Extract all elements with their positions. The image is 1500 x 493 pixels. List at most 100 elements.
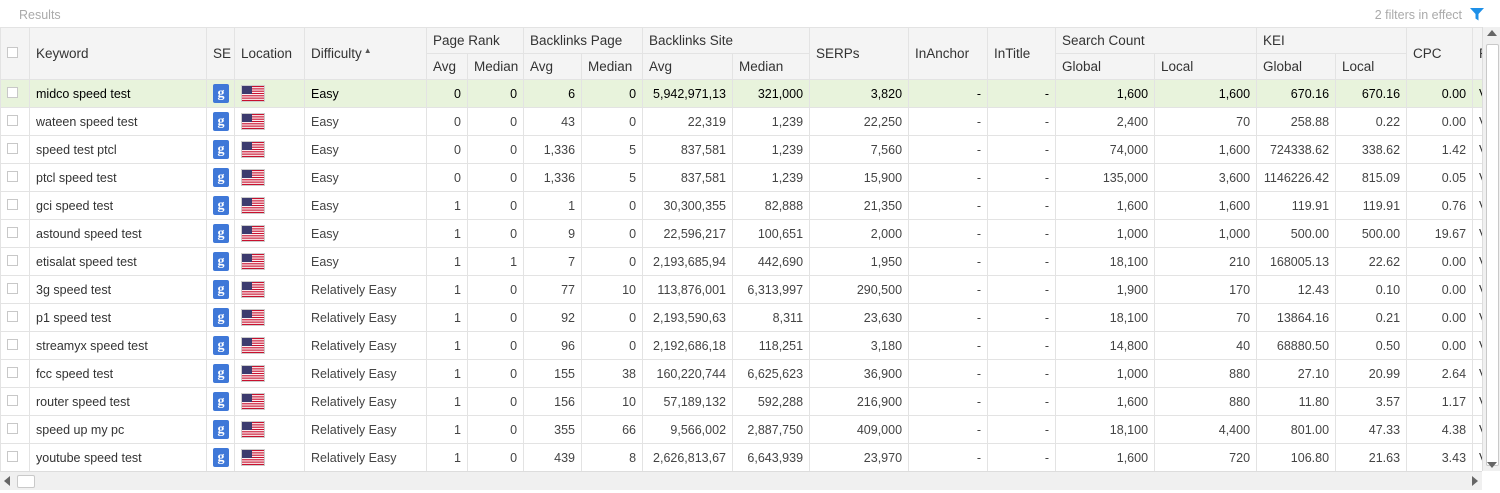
cell-keyword[interactable]: etisalat speed test bbox=[29, 247, 207, 276]
cell-next-partial: V bbox=[1472, 107, 1482, 136]
horizontal-scrollbar[interactable] bbox=[0, 471, 1482, 490]
cell-cpc: 3.43 bbox=[1406, 443, 1474, 471]
cell-difficulty: Easy bbox=[304, 163, 427, 192]
col-intitle[interactable]: InTitle bbox=[987, 27, 1057, 80]
results-title: Results bbox=[19, 8, 61, 22]
col-page-rank[interactable]: Page Rank bbox=[425, 27, 525, 54]
cell-search-count-global: 1,000 bbox=[1055, 359, 1156, 388]
scroll-right-icon[interactable] bbox=[1472, 476, 1478, 486]
cell-keyword[interactable]: wateen speed test bbox=[29, 107, 207, 136]
cell-keyword[interactable]: fcc speed test bbox=[29, 359, 207, 388]
cell-serps: 290,500 bbox=[809, 275, 910, 304]
cell-page-rank-median: 0 bbox=[466, 359, 525, 388]
row-checkbox[interactable] bbox=[0, 303, 30, 332]
cell-keyword[interactable]: p1 speed test bbox=[29, 303, 207, 332]
col-location[interactable]: Location bbox=[234, 27, 305, 80]
col-keyword[interactable]: Keyword bbox=[29, 27, 207, 80]
col-kei[interactable]: KEI bbox=[1256, 27, 1408, 54]
col-next-partial[interactable]: R bbox=[1472, 27, 1482, 80]
col-backlinks-page-median[interactable]: Median bbox=[581, 53, 644, 80]
cell-search-count-global: 18,100 bbox=[1055, 303, 1156, 332]
table-row[interactable]: streamyx speed test g Relatively Easy 1 0 96 0… bbox=[0, 331, 1482, 360]
col-cpc[interactable]: CPC bbox=[1406, 27, 1474, 80]
cell-backlinks-site-avg: 2,193,590,63 bbox=[642, 303, 734, 332]
cell-keyword[interactable]: gci speed test bbox=[29, 191, 207, 220]
col-difficulty[interactable]: Difficulty ▲ bbox=[304, 27, 427, 80]
cell-backlinks-page-avg: 1 bbox=[523, 191, 583, 220]
cell-search-count-local: 70 bbox=[1154, 107, 1258, 136]
col-backlinks-page-avg[interactable]: Avg bbox=[523, 53, 583, 80]
col-kei-global[interactable]: Global bbox=[1256, 53, 1337, 80]
table-row[interactable]: fcc speed test g Relatively Easy 1 0 155 38 160… bbox=[0, 359, 1482, 388]
row-checkbox[interactable] bbox=[0, 191, 30, 220]
scroll-left-icon[interactable] bbox=[4, 476, 10, 486]
row-checkbox[interactable] bbox=[0, 415, 30, 444]
table-row[interactable]: router speed test g Relatively Easy 1 0 156 10… bbox=[0, 387, 1482, 416]
row-checkbox[interactable] bbox=[0, 247, 30, 276]
table-row[interactable]: 3g speed test g Relatively Easy 1 0 77 10 113,8… bbox=[0, 275, 1482, 304]
row-checkbox[interactable] bbox=[0, 387, 30, 416]
row-checkbox[interactable] bbox=[0, 275, 30, 304]
table-row[interactable]: gci speed test g Easy 1 0 1 0 30,300,355 82,888 2… bbox=[0, 191, 1482, 220]
table-row[interactable]: youtube speed test g Relatively Easy 1 0 439 8… bbox=[0, 443, 1482, 471]
col-page-rank-median[interactable]: Median bbox=[466, 53, 525, 80]
col-search-count[interactable]: Search Count bbox=[1055, 27, 1258, 54]
select-all-checkbox[interactable] bbox=[0, 27, 30, 80]
row-checkbox[interactable] bbox=[0, 219, 30, 248]
col-kei-local[interactable]: Local bbox=[1335, 53, 1408, 80]
cell-keyword[interactable]: youtube speed test bbox=[29, 443, 207, 471]
table-row[interactable]: p1 speed test g Relatively Easy 1 0 92 0 2,193,… bbox=[0, 303, 1482, 332]
table-row[interactable]: astound speed test g Easy 1 0 9 0 22,596,217 100… bbox=[0, 219, 1482, 248]
cell-page-rank-median: 0 bbox=[466, 219, 525, 248]
col-backlinks-page[interactable]: Backlinks Page bbox=[523, 27, 644, 54]
cell-inanchor: - bbox=[908, 443, 989, 471]
vertical-scrollbar[interactable] bbox=[1482, 27, 1500, 471]
vertical-scroll-thumb[interactable] bbox=[1486, 44, 1499, 466]
us-flag-icon bbox=[241, 197, 265, 214]
col-se[interactable]: SE bbox=[206, 27, 235, 80]
cell-backlinks-site-median: 592,288 bbox=[732, 387, 811, 416]
scroll-up-icon[interactable] bbox=[1487, 30, 1497, 36]
table-row[interactable]: midco speed test g Easy 0 0 6 0 5,942,971,13 321… bbox=[0, 79, 1482, 108]
horizontal-scroll-thumb[interactable] bbox=[17, 475, 35, 488]
cell-keyword[interactable]: 3g speed test bbox=[29, 275, 207, 304]
row-checkbox[interactable] bbox=[0, 107, 30, 136]
cell-se: g bbox=[206, 359, 235, 388]
row-checkbox[interactable] bbox=[0, 331, 30, 360]
cell-page-rank-avg: 1 bbox=[426, 303, 468, 332]
col-page-rank-avg[interactable]: Avg bbox=[426, 53, 468, 80]
row-checkbox[interactable] bbox=[0, 443, 30, 471]
cell-next-partial: V bbox=[1472, 79, 1482, 108]
cell-keyword[interactable]: streamyx speed test bbox=[29, 331, 207, 360]
col-inanchor[interactable]: InAnchor bbox=[908, 27, 989, 80]
table-row[interactable]: ptcl speed test g Easy 0 0 1,336 5 837,581 1,239… bbox=[0, 163, 1482, 192]
cell-page-rank-avg: 1 bbox=[426, 331, 468, 360]
cell-backlinks-page-median: 0 bbox=[581, 191, 644, 220]
row-checkbox[interactable] bbox=[0, 79, 30, 108]
cell-keyword[interactable]: astound speed test bbox=[29, 219, 207, 248]
col-serps[interactable]: SERPs bbox=[809, 27, 910, 80]
table-row[interactable]: speed up my pc g Relatively Easy 1 0 355 66 9,5… bbox=[0, 415, 1482, 444]
cell-keyword[interactable]: midco speed test bbox=[29, 79, 207, 108]
cell-next-partial: V bbox=[1472, 443, 1482, 471]
scroll-down-icon[interactable] bbox=[1487, 462, 1497, 468]
cell-keyword[interactable]: speed up my pc bbox=[29, 415, 207, 444]
table-row[interactable]: speed test ptcl g Easy 0 0 1,336 5 837,581 1,239… bbox=[0, 135, 1482, 164]
col-backlinks-site-median[interactable]: Median bbox=[732, 53, 811, 80]
col-search-count-local[interactable]: Local bbox=[1154, 53, 1258, 80]
cell-keyword[interactable]: speed test ptcl bbox=[29, 135, 207, 164]
col-backlinks-site-avg[interactable]: Avg bbox=[642, 53, 734, 80]
cell-keyword[interactable]: ptcl speed test bbox=[29, 163, 207, 192]
google-icon: g bbox=[213, 364, 229, 383]
row-checkbox[interactable] bbox=[0, 359, 30, 388]
cell-keyword[interactable]: router speed test bbox=[29, 387, 207, 416]
table-row[interactable]: wateen speed test g Easy 0 0 43 0 22,319 1,239 22… bbox=[0, 107, 1482, 136]
row-checkbox[interactable] bbox=[0, 135, 30, 164]
col-search-count-global[interactable]: Global bbox=[1055, 53, 1156, 80]
filters-status[interactable]: 2 filters in effect bbox=[1374, 8, 1462, 22]
col-backlinks-site[interactable]: Backlinks Site bbox=[642, 27, 811, 54]
cell-search-count-local: 1,000 bbox=[1154, 219, 1258, 248]
row-checkbox[interactable] bbox=[0, 163, 30, 192]
table-row[interactable]: etisalat speed test g Easy 1 1 7 0 2,193,685,94… bbox=[0, 247, 1482, 276]
funnel-icon[interactable] bbox=[1470, 8, 1484, 21]
